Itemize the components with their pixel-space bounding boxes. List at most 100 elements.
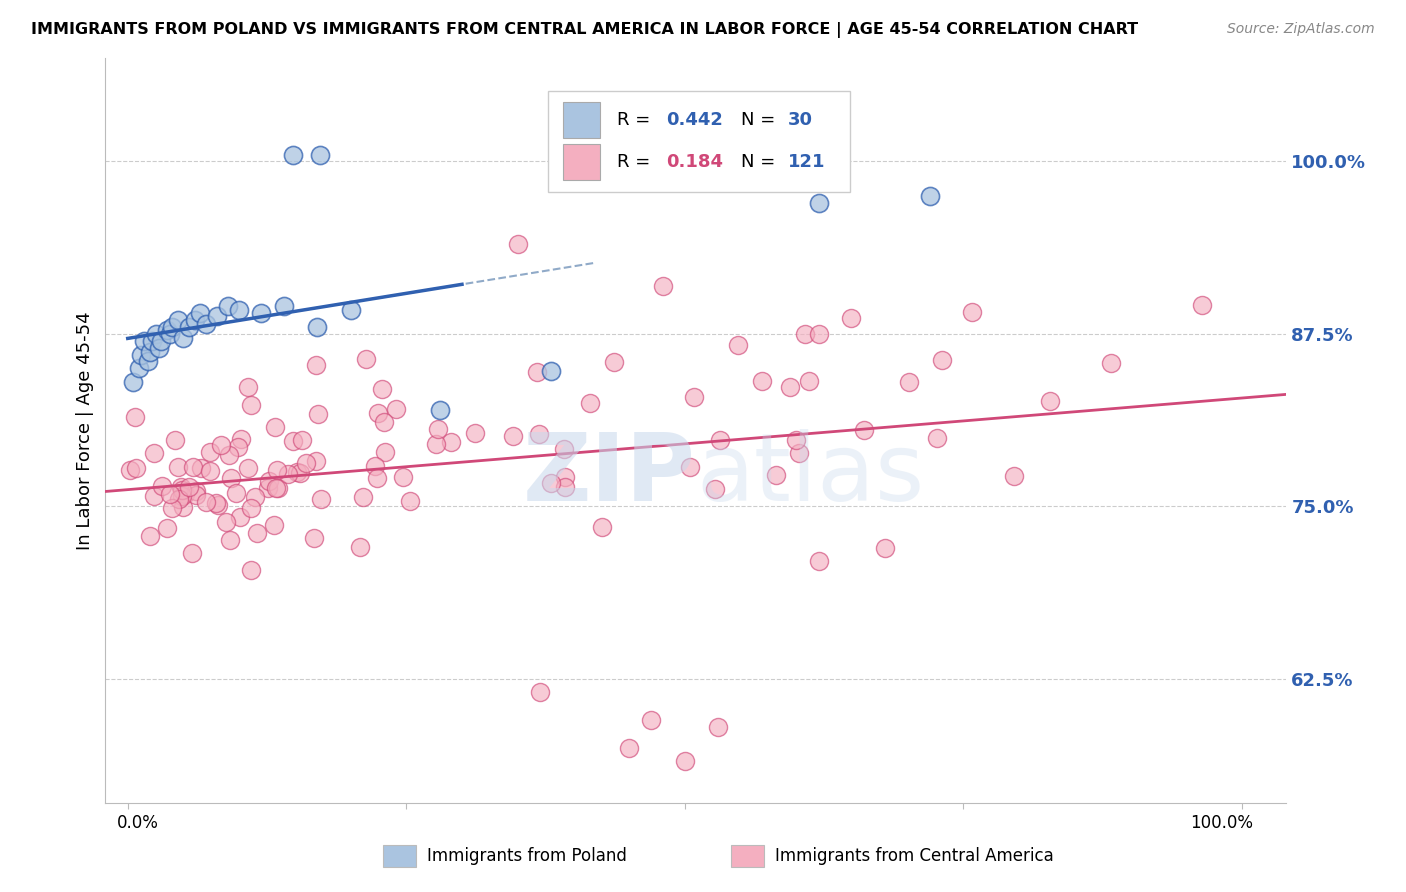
Point bbox=[150, 479, 173, 493]
Point bbox=[159, 487, 181, 501]
Point bbox=[554, 480, 576, 494]
Point bbox=[215, 516, 238, 530]
Point bbox=[150, 334, 173, 348]
Point bbox=[163, 434, 186, 448]
Point bbox=[918, 189, 941, 203]
Point bbox=[927, 431, 949, 445]
Point bbox=[371, 382, 394, 396]
Point bbox=[779, 380, 801, 394]
Point bbox=[236, 461, 259, 475]
Point bbox=[309, 491, 332, 506]
Point bbox=[302, 531, 325, 545]
Point bbox=[219, 471, 242, 485]
Text: atlas: atlas bbox=[696, 429, 924, 521]
Point bbox=[198, 464, 221, 478]
Point bbox=[1002, 469, 1025, 483]
Point bbox=[217, 299, 239, 313]
Point bbox=[194, 317, 217, 331]
Point bbox=[579, 396, 602, 410]
Point bbox=[122, 375, 145, 389]
Text: Immigrants from Central America: Immigrants from Central America bbox=[775, 847, 1054, 864]
Point bbox=[240, 398, 263, 412]
Text: R =: R = bbox=[617, 111, 655, 128]
Text: N =: N = bbox=[741, 153, 780, 171]
Point bbox=[162, 320, 184, 334]
Point bbox=[136, 354, 159, 368]
Point bbox=[226, 440, 249, 454]
Point bbox=[785, 433, 807, 447]
Point bbox=[651, 278, 673, 293]
Text: Immigrants from Poland: Immigrants from Poland bbox=[426, 847, 627, 864]
Point bbox=[169, 480, 191, 494]
Point bbox=[156, 323, 179, 337]
Point bbox=[148, 341, 170, 355]
Point bbox=[186, 483, 208, 498]
Point bbox=[267, 481, 290, 495]
Point bbox=[266, 463, 288, 477]
Point bbox=[385, 402, 408, 417]
Point bbox=[1099, 356, 1122, 370]
Point bbox=[190, 461, 212, 475]
Point bbox=[392, 470, 415, 484]
Point bbox=[181, 459, 204, 474]
Point bbox=[145, 326, 167, 341]
Point bbox=[218, 448, 240, 462]
Point bbox=[367, 406, 389, 420]
Text: 0.0%: 0.0% bbox=[117, 814, 159, 832]
Point bbox=[229, 432, 252, 446]
Point bbox=[125, 461, 148, 475]
Point bbox=[875, 541, 897, 555]
Point bbox=[209, 438, 232, 452]
Point bbox=[305, 358, 328, 372]
Point bbox=[239, 563, 262, 577]
Point bbox=[167, 492, 190, 507]
Text: ZIP: ZIP bbox=[523, 429, 696, 521]
Point bbox=[897, 375, 920, 389]
Point bbox=[183, 313, 205, 327]
FancyBboxPatch shape bbox=[548, 92, 849, 192]
Point bbox=[198, 444, 221, 458]
Point bbox=[287, 465, 309, 479]
Point bbox=[181, 546, 204, 560]
Point bbox=[281, 147, 304, 161]
Point bbox=[256, 481, 278, 495]
Point bbox=[172, 500, 194, 515]
Point bbox=[160, 500, 183, 515]
Point bbox=[266, 481, 288, 495]
Text: N =: N = bbox=[741, 111, 780, 128]
Point bbox=[704, 482, 727, 496]
Point bbox=[134, 334, 156, 348]
Point bbox=[339, 303, 361, 318]
Point bbox=[141, 334, 163, 348]
Point bbox=[263, 518, 285, 533]
Point bbox=[236, 380, 259, 394]
Point bbox=[464, 426, 486, 441]
Point bbox=[399, 494, 422, 508]
Point bbox=[257, 474, 280, 488]
Point bbox=[138, 529, 160, 543]
Point bbox=[225, 485, 247, 500]
Point bbox=[799, 374, 821, 388]
Point bbox=[429, 402, 451, 417]
Point bbox=[1191, 298, 1213, 312]
Text: 0.442: 0.442 bbox=[666, 111, 723, 128]
FancyBboxPatch shape bbox=[731, 845, 765, 867]
Point bbox=[195, 495, 218, 509]
Point bbox=[807, 195, 830, 210]
Point bbox=[229, 510, 252, 524]
Point bbox=[852, 423, 875, 437]
Point bbox=[174, 487, 197, 501]
Point bbox=[155, 521, 177, 535]
FancyBboxPatch shape bbox=[382, 845, 416, 867]
Point bbox=[707, 720, 730, 734]
Point bbox=[294, 456, 316, 470]
Y-axis label: In Labor Force | Age 45-54: In Labor Force | Age 45-54 bbox=[76, 311, 94, 549]
Point bbox=[291, 433, 314, 447]
Point bbox=[177, 320, 200, 334]
Point bbox=[602, 354, 624, 368]
Text: 121: 121 bbox=[789, 153, 825, 171]
Point bbox=[167, 459, 190, 474]
Point bbox=[373, 415, 395, 429]
Point bbox=[502, 429, 524, 443]
Point bbox=[425, 437, 447, 451]
